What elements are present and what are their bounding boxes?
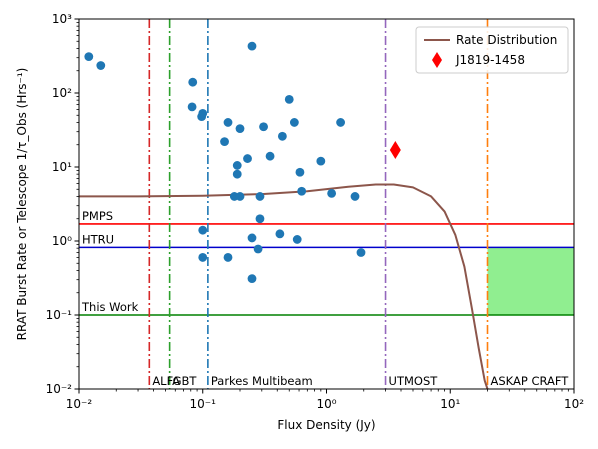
rrat-point-10 [223, 253, 233, 262]
rrat-point-18 [247, 233, 257, 243]
rrat-point-19 [247, 274, 257, 284]
survey-limit-label-1: GBT [173, 374, 198, 388]
y-tick-label-4: 10² [52, 86, 72, 100]
rrat-point-24 [265, 151, 275, 161]
rrat-points-layer [84, 41, 401, 284]
x-axis-title: Flux Density (Jy) [277, 418, 375, 432]
legend-box [415, 26, 569, 74]
legend-label-0: Rate Distribution [456, 33, 557, 47]
rrat-point-35 [350, 192, 360, 201]
rate-distribution-layer [79, 183, 489, 390]
x-tick-label-3: 10¹ [440, 397, 460, 411]
x-tick-label-1: 10⁻¹ [190, 397, 217, 411]
rrat-point-23 [259, 122, 268, 132]
y-axis-title: RRAT Burst Rate or Telescope 1/τ_Obs (Hr… [15, 68, 29, 341]
rrat-point-6 [198, 225, 208, 235]
legend-diamond-swatch [432, 52, 442, 68]
y-tick-label-5: 10³ [52, 12, 72, 26]
legend-label-1: J1819-1458 [455, 53, 525, 67]
rrat-point-31 [297, 186, 307, 196]
survey-limit-label-4: ASKAP CRAFT [491, 374, 570, 388]
telescope-line-label-1: HTRU [82, 232, 114, 246]
rrat-point-32 [316, 156, 326, 166]
y-tick-label-3: 10¹ [52, 160, 72, 174]
rrat-point-15 [235, 124, 245, 134]
telescope-line-label-0: PMPS [82, 209, 113, 223]
plot-frame [78, 18, 575, 390]
rrat-point-16 [243, 154, 252, 163]
rrat-point-8 [220, 137, 229, 147]
axis-ticks-layer: 10⁻² 10⁻¹ 10⁰ 10¹ 10² 10⁻² 10⁻¹ 10⁰ 10¹ 10² 10³ [46, 12, 585, 411]
x-tick-label-2: 10⁰ [316, 397, 336, 411]
rrat-point-1 [96, 61, 106, 70]
rrat-point-5 [198, 109, 208, 118]
rrat-point-33 [327, 188, 337, 198]
rrat-point-9 [223, 118, 233, 127]
plot-border [78, 18, 575, 390]
rrat-point-13 [232, 169, 242, 179]
telescope-line-label-2: This Work [81, 300, 139, 314]
rrat-point-20 [253, 244, 263, 254]
rrat-point-28 [289, 118, 299, 127]
legend: Rate Distribution J1819-1458 [415, 26, 569, 74]
rrat-point-12 [232, 161, 242, 170]
rrat-point-29 [292, 235, 302, 244]
survey-limit-label-3: UTMOST [389, 374, 439, 388]
rrat-point-34 [336, 118, 346, 127]
j1819-marker [389, 140, 401, 159]
rrat-point-14 [235, 192, 245, 201]
y-tick-label-1: 10⁻¹ [46, 308, 73, 322]
survey-limit-label-2: Parkes Multibeam [211, 374, 313, 388]
rrat-point-0 [84, 52, 94, 62]
rrat-point-22 [255, 192, 265, 201]
rrat-point-17 [247, 41, 257, 51]
rrat-point-26 [277, 131, 287, 141]
rrat-point-2 [188, 77, 198, 87]
rrat-point-3 [187, 102, 197, 112]
shaded-region-layer [487, 247, 574, 315]
rrat-point-27 [284, 94, 294, 104]
x-tick-label-0: 10⁻² [66, 397, 93, 411]
telescope-lines-layer [79, 223, 574, 316]
rrat-point-7 [198, 253, 208, 262]
rrat-point-25 [275, 229, 285, 239]
y-tick-label-2: 10⁰ [52, 234, 72, 248]
rrat-point-30 [295, 167, 305, 177]
survey-limit-lines-layer [148, 19, 489, 389]
rrat-point-36 [356, 248, 366, 257]
x-tick-label-4: 10² [564, 397, 584, 411]
rrat-point-21 [255, 214, 265, 224]
survey-limit-label-0: ALFA [152, 374, 180, 388]
rate-distribution-curve [79, 183, 489, 390]
shaded-region [487, 247, 574, 315]
y-tick-label-0: 10⁻² [46, 382, 73, 396]
